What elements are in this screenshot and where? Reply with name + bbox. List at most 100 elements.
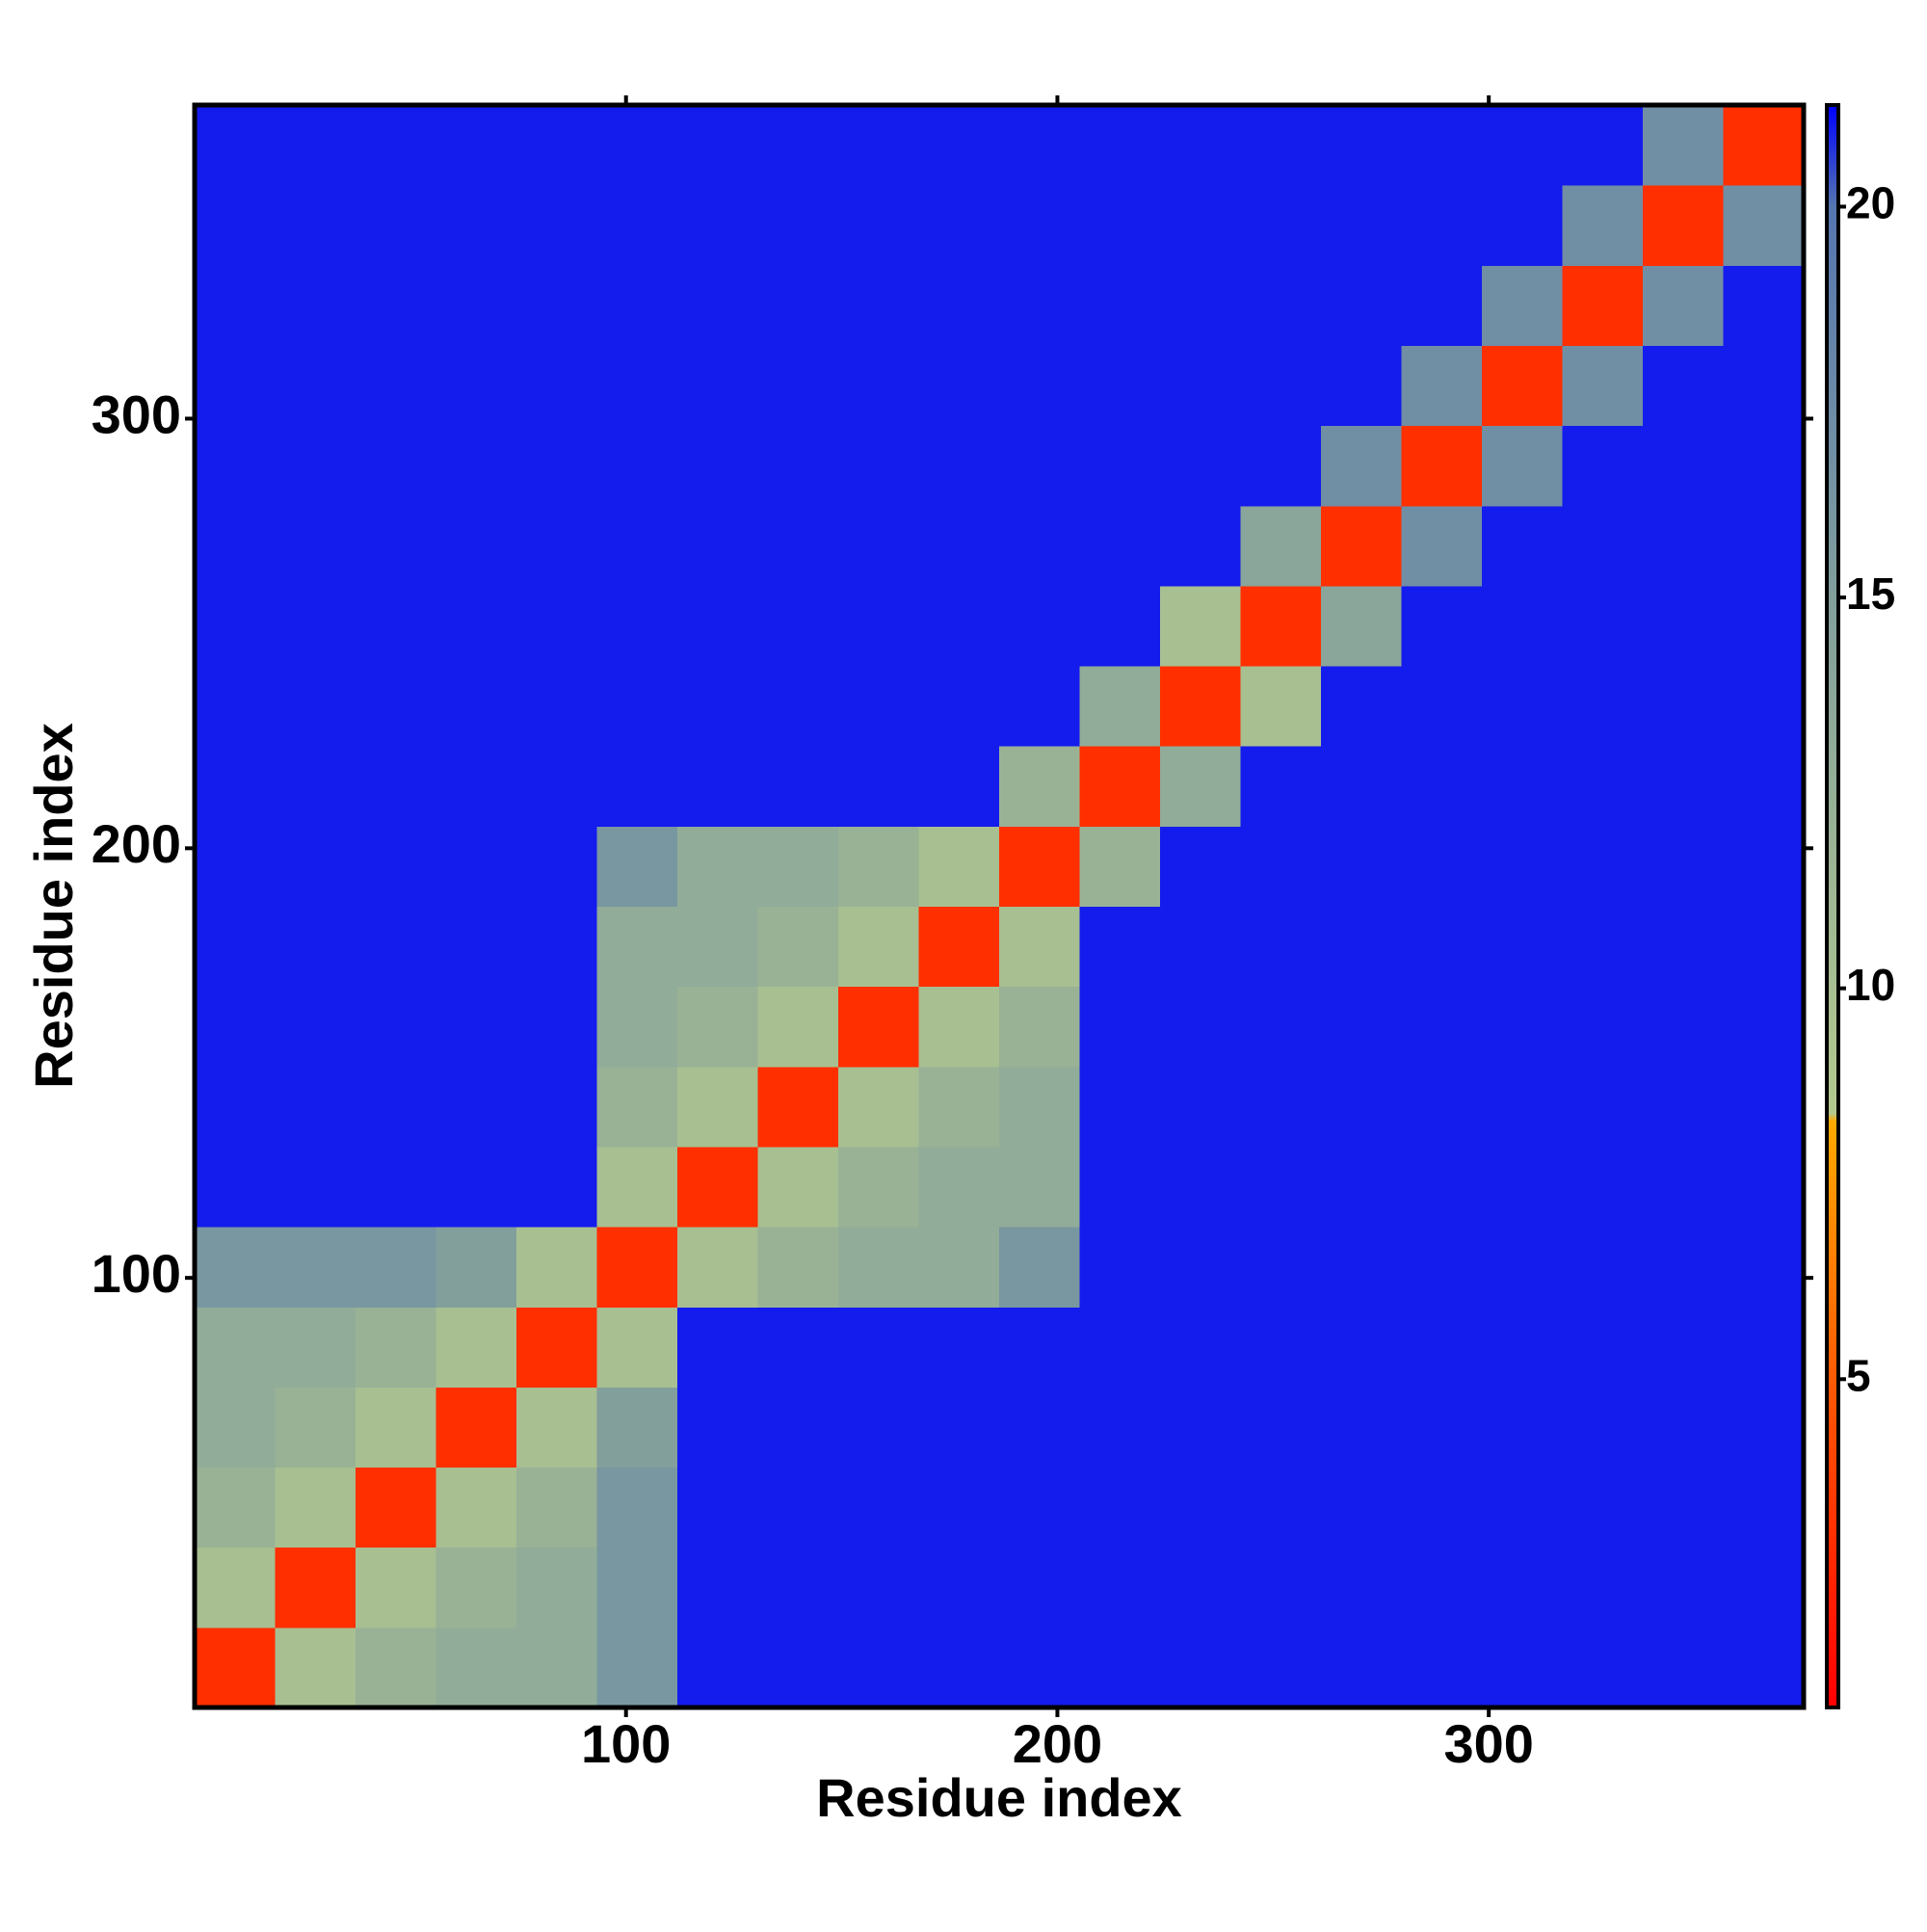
heatmap-cell	[1401, 1227, 1483, 1308]
heatmap-cell	[918, 585, 1000, 667]
heatmap-cell	[356, 1227, 436, 1308]
heatmap-cell	[1079, 425, 1161, 507]
heatmap-cell	[1401, 1307, 1483, 1388]
heatmap-cell	[275, 1066, 356, 1148]
heatmap-cell	[1562, 345, 1644, 427]
heatmap-cell	[1401, 826, 1483, 907]
heatmap-cell	[757, 265, 839, 346]
heatmap-cell	[195, 666, 276, 747]
heatmap-cell	[356, 425, 436, 507]
heatmap-cell	[1723, 1146, 1805, 1228]
heatmap-cell	[1723, 505, 1805, 587]
heatmap-cell	[1160, 1307, 1241, 1388]
heatmap-cell	[356, 265, 436, 346]
heatmap-cell	[1723, 585, 1805, 667]
heatmap-cell	[1321, 666, 1402, 747]
heatmap-cell	[596, 1146, 678, 1228]
heatmap-cell	[1482, 1547, 1563, 1628]
heatmap-cell	[1240, 425, 1322, 507]
heatmap-cell	[596, 1467, 678, 1548]
heatmap-cell	[918, 425, 1000, 507]
heatmap-cell	[436, 265, 517, 346]
heatmap-cell	[1079, 826, 1161, 907]
heatmap-cell	[757, 1387, 839, 1469]
heatmap-cell	[1562, 826, 1644, 907]
heatmap-cell	[1643, 1146, 1724, 1228]
heatmap-cell	[999, 1066, 1080, 1148]
heatmap-cell	[195, 1307, 276, 1388]
heatmap-cell	[1240, 906, 1322, 988]
heatmap-cell	[596, 105, 678, 186]
heatmap-cell	[999, 1547, 1080, 1628]
heatmap-cell	[677, 1066, 758, 1148]
heatmap-cell	[275, 345, 356, 427]
heatmap-cell	[1079, 1307, 1161, 1388]
heatmap-cell	[838, 986, 919, 1068]
y-axis-title: Residue index	[23, 723, 84, 1089]
heatmap-cell	[1643, 826, 1724, 907]
heatmap-cell	[1160, 345, 1241, 427]
heatmap-cell	[1321, 1066, 1402, 1148]
heatmap-cell	[596, 1307, 678, 1388]
heatmap-cell	[1401, 1467, 1483, 1548]
heatmap-cell	[1723, 345, 1805, 427]
heatmap-cell	[677, 185, 758, 266]
heatmap-cell	[999, 826, 1080, 907]
y-tick-label: 200	[92, 813, 181, 874]
heatmap-cell	[1643, 425, 1724, 507]
heatmap-cell	[1562, 1066, 1644, 1148]
heatmap-cell	[436, 1066, 517, 1148]
heatmap-cell	[195, 265, 276, 346]
heatmap-cell	[596, 906, 678, 988]
heatmap-cell	[1401, 505, 1483, 587]
heatmap-cell	[1321, 1227, 1402, 1308]
heatmap-cell	[356, 1146, 436, 1228]
heatmap-cell	[999, 986, 1080, 1068]
heatmap-cell	[356, 585, 436, 667]
heatmap-cell	[516, 826, 597, 907]
heatmap-cell	[1562, 746, 1644, 827]
colorbar-tick-label: 5	[1846, 1350, 1871, 1400]
heatmap-cell	[1562, 1467, 1644, 1548]
heatmap-cell	[436, 986, 517, 1068]
heatmap-cell	[275, 666, 356, 747]
heatmap-cell	[1482, 666, 1563, 747]
heatmap-cell	[1482, 986, 1563, 1068]
heatmap-cell	[195, 105, 276, 186]
heatmap-cell	[918, 1387, 1000, 1469]
heatmap	[195, 105, 1805, 1708]
heatmap-cell	[1482, 1066, 1563, 1148]
heatmap-cell	[1401, 1146, 1483, 1228]
heatmap-cell	[757, 1627, 839, 1708]
heatmap-cell	[1160, 986, 1241, 1068]
heatmap-cell	[1079, 1627, 1161, 1708]
heatmap-cell	[1401, 1387, 1483, 1469]
heatmap-cell	[596, 265, 678, 346]
heatmap-cell	[516, 666, 597, 747]
heatmap-cell	[356, 1467, 436, 1548]
heatmap-cell	[356, 1307, 436, 1388]
heatmap-cell	[1160, 746, 1241, 827]
heatmap-cell	[1401, 185, 1483, 266]
heatmap-cell	[195, 1547, 276, 1628]
heatmap-cell	[1160, 585, 1241, 667]
heatmap-cell	[516, 345, 597, 427]
heatmap-cell	[999, 265, 1080, 346]
heatmap-cell	[757, 1066, 839, 1148]
heatmap-cell	[757, 425, 839, 507]
heatmap-cell	[1723, 105, 1805, 186]
heatmap-cell	[195, 906, 276, 988]
heatmap-cell	[999, 505, 1080, 587]
heatmap-cell	[1160, 906, 1241, 988]
heatmap-cell	[195, 1627, 276, 1708]
heatmap-cell	[195, 1146, 276, 1228]
heatmap-cell	[1160, 666, 1241, 747]
heatmap-cell	[1079, 105, 1161, 186]
heatmap-cell	[677, 1307, 758, 1388]
heatmap-cell	[596, 1547, 678, 1628]
heatmap-cell	[1160, 826, 1241, 907]
heatmap-cell	[1079, 505, 1161, 587]
heatmap-cell	[1401, 746, 1483, 827]
heatmap-cell	[838, 1387, 919, 1469]
heatmap-cell	[195, 826, 276, 907]
